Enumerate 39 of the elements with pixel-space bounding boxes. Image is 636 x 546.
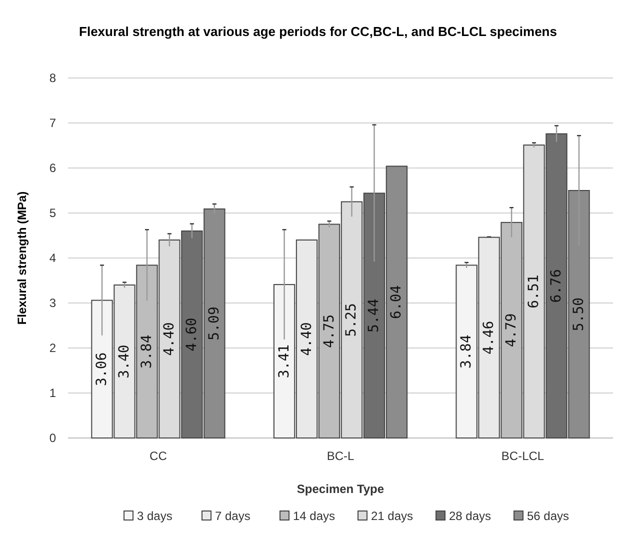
y-tick-label: 3	[49, 296, 56, 310]
legend-label: 3 days	[137, 509, 172, 523]
y-tick-label: 8	[49, 71, 56, 85]
data-label: 5.25	[344, 303, 360, 337]
data-label: 3.84	[458, 334, 475, 368]
data-label: 3.40	[116, 344, 132, 378]
data-label: 4.46	[481, 320, 498, 355]
data-label: 4.40	[161, 322, 178, 356]
y-axis-title: Flexural strength (MPa)	[15, 191, 29, 325]
y-tick-label: 5	[49, 206, 56, 220]
data-label: 5.44	[366, 298, 382, 332]
data-label: 5.50	[570, 297, 587, 332]
chart-title: Flexural strength at various age periods for CC,BC-L, and BC-LCL specimens	[79, 24, 557, 39]
data-label: 3.41	[276, 344, 292, 378]
y-tick-label: 6	[49, 161, 56, 175]
legend-label: 14 days	[293, 509, 336, 523]
data-label: 4.79	[504, 313, 520, 348]
data-label: 6.76	[548, 269, 564, 303]
legend-label: 7 days	[215, 509, 250, 523]
data-label: 5.09	[206, 306, 222, 340]
x-axis-title: Specimen Type	[296, 482, 384, 496]
legend-label: 28 days	[449, 509, 492, 523]
data-label: 6.04	[388, 285, 405, 319]
x-tick-label: CC	[150, 449, 168, 463]
data-label: 6.51	[526, 274, 542, 308]
y-tick-label: 4	[49, 251, 56, 265]
data-label: 4.60	[184, 318, 200, 352]
legend-label: 21 days	[371, 509, 414, 523]
x-tick-label: BC-L	[326, 449, 354, 463]
data-label: 4.40	[298, 322, 315, 356]
y-tick-label: 1	[49, 386, 56, 400]
data-label: 4.75	[321, 314, 338, 348]
data-label: 3.06	[94, 352, 110, 386]
y-tick-label: 2	[49, 341, 56, 355]
y-tick-label: 0	[49, 431, 56, 445]
y-tick-label: 7	[49, 116, 56, 130]
legend-label: 56 days	[527, 509, 570, 523]
data-label: 3.84	[138, 334, 155, 368]
x-tick-label: BC-LCL	[501, 449, 544, 463]
